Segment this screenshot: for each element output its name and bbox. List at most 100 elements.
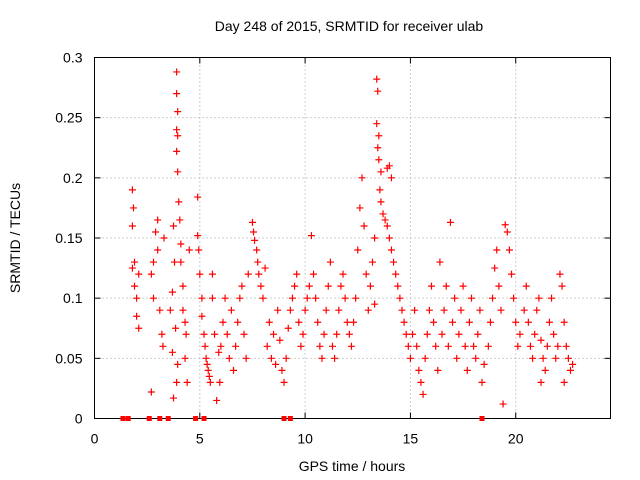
data-point [135,270,143,278]
data-point [253,246,261,254]
data-point [149,258,157,266]
data-point [524,318,532,326]
data-point [470,342,478,350]
data-point [198,312,206,320]
y-tick-label: 0 [75,411,83,427]
data-point [261,264,269,272]
data-point [402,330,410,338]
data-point [453,354,461,362]
data-point [176,216,184,224]
zero-point-marker [193,416,199,421]
data-point [171,258,179,266]
data-point [265,318,273,326]
data-point [535,294,543,302]
data-point [312,294,320,302]
data-point [489,294,497,302]
data-point [364,306,372,314]
data-point [341,294,349,302]
data-point [411,306,419,314]
data-point [352,294,360,302]
data-point [301,306,309,314]
data-point [154,246,162,254]
data-point [152,228,160,236]
data-point [333,330,341,338]
data-point [438,330,446,338]
data-point [539,354,547,362]
data-point [552,354,560,362]
data-point [376,186,384,194]
data-point [195,246,203,254]
data-point [204,366,212,374]
data-point [227,306,235,314]
data-point [254,258,262,266]
x-tick-label: 15 [403,431,419,447]
zero-point-marker [281,416,287,421]
data-point [316,342,324,350]
y-tick-label: 0.05 [55,350,82,366]
data-point [560,318,568,326]
data-point [174,168,182,176]
data-point [383,222,391,230]
data-point [423,330,431,338]
data-point [185,246,193,254]
data-point [512,318,520,326]
data-point [371,234,379,242]
data-point [232,342,240,350]
zero-point-marker [157,416,163,421]
data-point [451,294,459,302]
data-point [282,354,290,362]
data-point [541,366,549,374]
data-point [548,294,556,302]
data-point [436,258,444,266]
data-point [267,354,275,362]
data-point [307,232,315,240]
data-point [379,210,387,218]
data-point [413,342,421,350]
data-point [556,270,564,278]
zero-point-marker [165,416,171,421]
data-point [337,282,345,290]
data-point [149,294,157,302]
data-point [569,360,577,368]
data-point [299,330,307,338]
data-point [173,126,181,134]
data-point [240,330,248,338]
data-point [154,216,162,224]
data-point [440,306,448,314]
data-point [499,400,507,408]
data-point [131,258,139,266]
data-point [503,228,511,236]
data-point [472,354,480,362]
data-point [326,258,334,266]
data-point [201,342,209,350]
data-point [259,294,267,302]
data-point [181,318,189,326]
data-point [179,306,187,314]
data-point [181,354,189,362]
chart-title: Day 248 of 2015, SRMTID for receiver ula… [215,18,484,34]
data-point [432,342,440,350]
data-point [566,366,574,374]
data-point [310,270,318,278]
data-point [373,75,381,83]
data-point [375,156,383,164]
data-point [421,354,429,362]
data-point [335,306,343,314]
x-tick-label: 10 [297,431,313,447]
data-point [179,282,187,290]
data-point [374,87,382,95]
zero-point-marker [287,416,293,421]
data-point [390,258,398,266]
data-point [225,354,233,362]
data-point [194,232,202,240]
data-point [217,342,225,350]
y-tick-label: 0.2 [63,170,83,186]
data-point [396,294,404,302]
data-point [205,372,213,380]
data-point [166,306,174,314]
data-point [196,270,204,278]
data-point [251,236,259,244]
data-point [276,336,284,344]
data-point [358,174,366,182]
data-point [324,282,332,290]
